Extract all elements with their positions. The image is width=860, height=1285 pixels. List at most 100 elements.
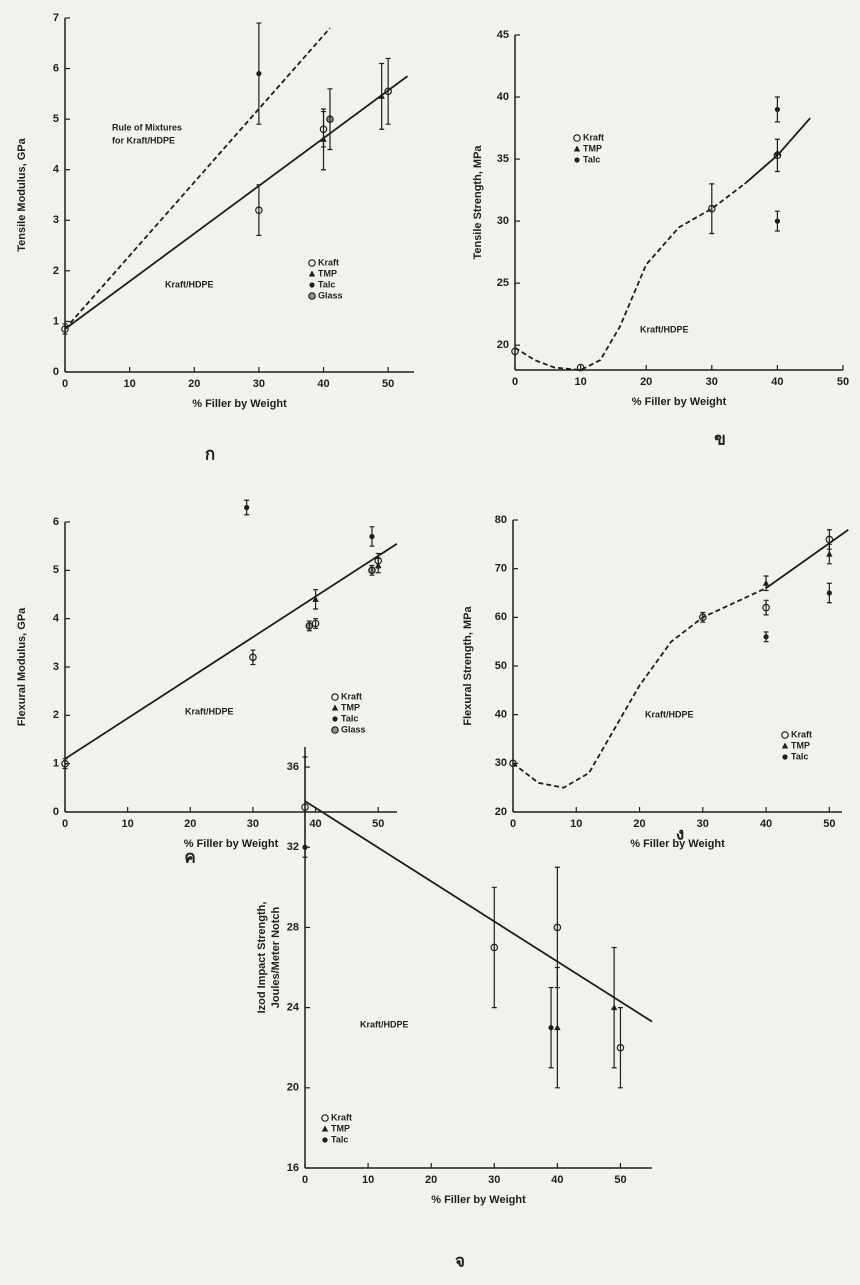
x-tick-label: 0	[510, 818, 516, 830]
y-tick-label: 6	[53, 62, 59, 74]
y-tick-label: 7	[53, 12, 59, 24]
y-tick-label: 0	[53, 806, 59, 818]
marker	[616, 1043, 625, 1052]
y-tick-label: 4	[53, 164, 60, 176]
error-bar	[491, 886, 497, 1009]
marker	[331, 704, 339, 711]
marker	[554, 1024, 561, 1031]
marker	[825, 535, 834, 544]
marker	[781, 731, 789, 739]
y-tick-label: 40	[497, 91, 509, 103]
marker	[375, 562, 382, 568]
marker	[308, 270, 316, 277]
marker	[774, 149, 781, 156]
legend-label: TMP	[583, 143, 602, 153]
marker	[322, 1137, 328, 1143]
legend-label: TMP	[331, 1123, 350, 1133]
marker	[774, 106, 781, 113]
marker	[574, 157, 580, 163]
fit-line	[512, 587, 767, 789]
annotation: Kraft/HDPE	[640, 324, 689, 334]
marker	[308, 292, 316, 300]
marker	[308, 259, 316, 267]
legend-label: Talc	[791, 751, 808, 761]
legend-label: Talc	[331, 1134, 348, 1144]
x-tick-label: 50	[382, 378, 394, 390]
x-axis-label: % Filler by Weight	[630, 838, 725, 850]
x-tick-label: 20	[640, 376, 652, 388]
x-tick-label: 10	[362, 1174, 374, 1186]
marker	[255, 206, 263, 214]
y-tick-label: 32	[287, 841, 299, 853]
marker	[331, 726, 339, 734]
marker	[553, 923, 562, 932]
marker	[548, 1025, 554, 1031]
marker	[301, 803, 309, 811]
y-tick-label: 50	[495, 660, 507, 672]
error-bar	[709, 183, 715, 235]
error-bar	[302, 756, 308, 858]
marker	[782, 754, 788, 760]
marker	[302, 844, 308, 850]
marker	[781, 742, 789, 749]
marker	[320, 135, 327, 142]
marker	[763, 634, 769, 640]
marker	[378, 92, 385, 99]
y-tick-label: 30	[495, 757, 507, 769]
x-tick-label: 40	[309, 818, 321, 830]
panel-label: ง	[676, 824, 684, 843]
y-tick-label: 60	[495, 611, 507, 623]
marker	[244, 504, 250, 511]
y-tick-label: 3	[53, 214, 59, 226]
marker	[573, 145, 581, 152]
error-bar	[385, 57, 391, 125]
legend-label: Glass	[341, 724, 366, 734]
annotation: Rule of Mixtures	[112, 122, 182, 132]
y-tick-label: 1	[53, 758, 59, 770]
x-axis-label: % Filler by Weight	[184, 838, 279, 850]
y-tick-label: 5	[53, 564, 59, 576]
y-tick-label: 2	[53, 709, 59, 721]
y-axis-label: Flexural Modulus, GPa	[16, 607, 28, 726]
y-tick-label: 16	[287, 1162, 299, 1174]
x-axis-label: % Filler by Weight	[431, 1194, 526, 1206]
y-tick-label: 20	[287, 1082, 299, 1094]
marker	[311, 619, 320, 628]
y-axis-label: Tensile Strength, MPa	[472, 145, 484, 260]
y-tick-label: 36	[287, 761, 299, 773]
fit-line	[64, 75, 409, 330]
marker	[610, 1004, 618, 1011]
legend-label: Kraft	[331, 1112, 352, 1122]
y-tick-label: 45	[497, 29, 509, 41]
marker	[509, 759, 517, 768]
annotation: Kraft/HDPE	[185, 706, 234, 716]
marker	[699, 613, 707, 622]
marker	[573, 134, 581, 142]
fit-line	[514, 183, 746, 371]
panel-label: จ	[455, 1251, 465, 1270]
fit-line	[64, 542, 398, 760]
x-tick-label: 30	[488, 1174, 500, 1186]
legend-label: Talc	[341, 713, 358, 723]
x-tick-label: 30	[697, 818, 709, 830]
marker	[826, 590, 832, 596]
marker	[256, 71, 262, 77]
panel-label: ก	[205, 444, 215, 463]
fit-line	[765, 528, 849, 589]
x-tick-label: 40	[760, 818, 772, 830]
marker	[61, 759, 69, 768]
legend-label: TMP	[341, 702, 360, 712]
x-tick-label: 0	[512, 376, 518, 388]
legend-label: TMP	[791, 740, 810, 750]
y-tick-label: 24	[287, 1002, 300, 1014]
x-tick-label: 40	[317, 378, 329, 390]
x-tick-label: 30	[706, 376, 718, 388]
y-tick-label: 25	[497, 277, 509, 289]
x-tick-label: 40	[551, 1174, 563, 1186]
legend-label: TMP	[318, 268, 337, 278]
x-tick-label: 20	[188, 378, 200, 390]
x-tick-label: 10	[570, 818, 582, 830]
x-tick-label: 0	[302, 1174, 308, 1186]
